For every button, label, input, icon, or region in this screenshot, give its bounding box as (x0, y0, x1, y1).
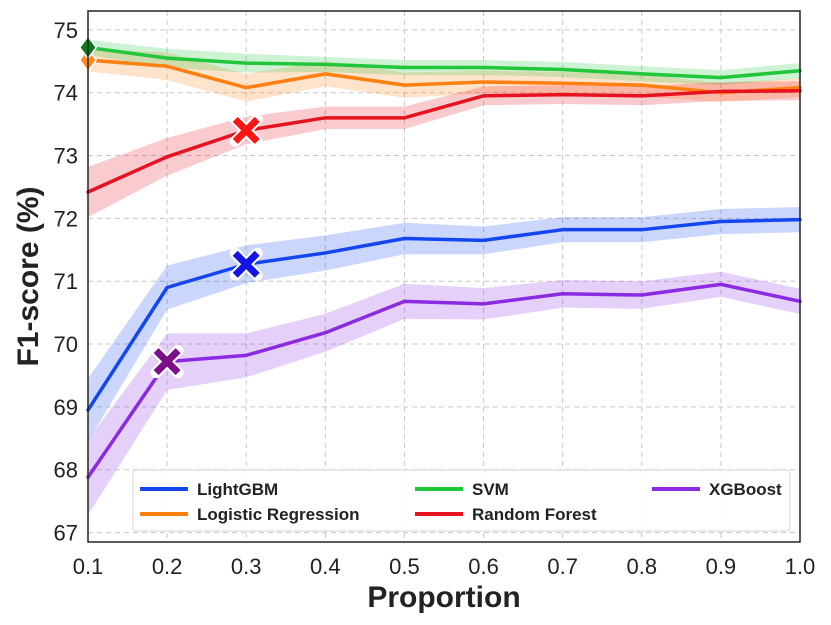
y-tick-label: 69 (54, 395, 78, 420)
x-tick-label: 0.6 (468, 554, 499, 579)
y-tick-label: 75 (54, 18, 78, 43)
random-forest-x-marker (232, 116, 260, 144)
x-tick-label: 0.4 (310, 554, 341, 579)
legend: LightGBM SVM XGBoost Logistic Regression Ran… (132, 469, 791, 532)
random-forest-line (86, 89, 802, 194)
x-axis-label: Proportion (367, 581, 520, 614)
svm-line (86, 45, 802, 80)
y-tick-label: 73 (54, 144, 78, 169)
y-axis-label: F1-score (%) (12, 186, 45, 366)
legend-box (132, 469, 791, 532)
lightgbm-x-marker (232, 250, 260, 278)
y-tick-label: 74 (54, 81, 78, 106)
lightgbm-line (86, 217, 802, 412)
x-tick-label: 0.1 (73, 554, 104, 579)
x-tick-label: 0.8 (626, 554, 657, 579)
y-tick-label: 70 (54, 332, 78, 357)
legend-label-logistic-regression: Logistic Regression (197, 505, 359, 524)
x-tick-label: 0.2 (152, 554, 183, 579)
logistic-regression-band (88, 48, 800, 103)
y-tick-label: 68 (54, 458, 78, 483)
y-tick-label: 71 (54, 269, 78, 294)
random-forest-band (88, 81, 800, 218)
lightgbm-band (88, 207, 800, 442)
series-lines (86, 45, 802, 480)
legend-label-xgboost: XGBoost (709, 480, 782, 499)
axis-ticks: 0.1 0.2 0.3 0.4 0.5 0.6 0.7 0.8 0.9 1.0 67 68 69 70 71… (54, 18, 816, 579)
x-tick-label: 0.3 (231, 554, 262, 579)
x-tick-label: 0.9 (706, 554, 737, 579)
x-tick-label: 0.7 (547, 554, 578, 579)
x-tick-label: 0.5 (389, 554, 420, 579)
logistic-regression-line (86, 58, 802, 95)
xgboost-line (86, 282, 802, 480)
plot-frame (87, 10, 801, 543)
legend-label-svm: SVM (472, 480, 509, 499)
xgboost-band (88, 271, 800, 515)
legend-label-lightgbm: LightGBM (197, 480, 278, 499)
y-tick-label: 67 (54, 521, 78, 546)
y-tick-label: 72 (54, 206, 78, 231)
xgboost-x-marker (153, 348, 181, 376)
grid-lines (87, 11, 801, 542)
x-tick-label: 1.0 (785, 554, 816, 579)
legend-label-random-forest: Random Forest (472, 505, 597, 524)
